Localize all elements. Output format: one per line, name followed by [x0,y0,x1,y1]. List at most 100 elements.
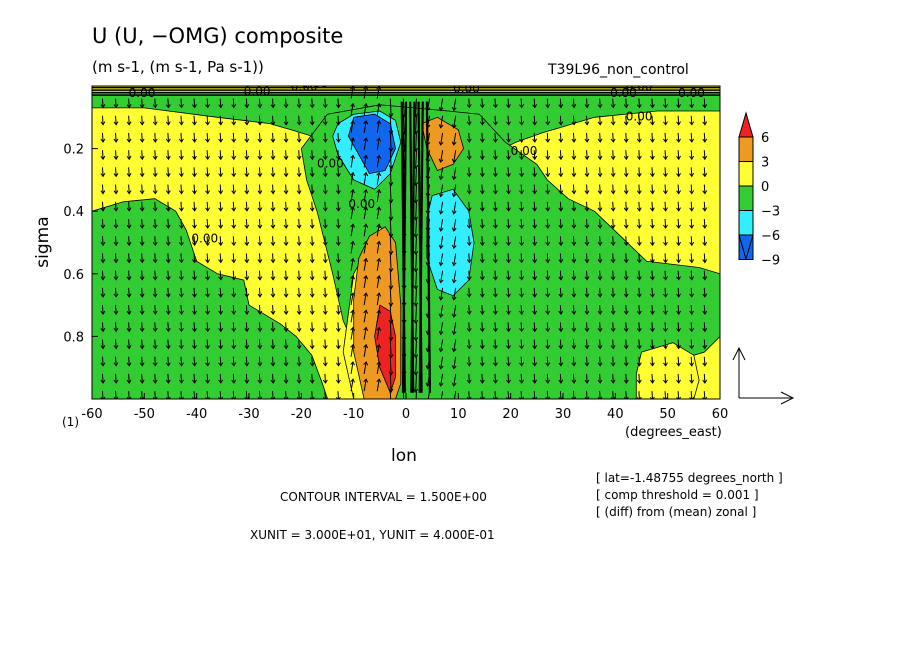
vector-80 [154,236,156,246]
vector-head-495 [451,244,457,250]
vector-295 [311,218,313,229]
vector-264 [285,305,287,315]
vector-712 [612,270,614,280]
vector-109 [180,115,183,125]
vector-745 [638,218,640,229]
vector-head-695 [597,276,603,281]
vector-493 [453,218,457,232]
vector-498 [453,305,457,318]
chart-subtitle: (m s-1, (m s-1, Pa s-1)) [92,58,264,76]
vector-49 [128,322,130,332]
vector-head-845 [702,379,708,384]
vector-563 [507,184,510,194]
vector-670 [586,167,588,177]
vector-818 [690,236,693,246]
colorbar-bottom-cap [738,234,754,261]
vector-509 [468,184,470,194]
vector-head-788 [663,327,668,333]
vector-534 [481,305,483,315]
vector-386 [376,224,380,237]
vector-149 [206,184,209,194]
vector-head-36 [113,396,119,399]
vector-751 [638,322,640,332]
vector-375 [363,344,367,357]
vector-head-164 [218,121,224,126]
vector-head-834 [702,190,708,195]
vector-head-17 [100,379,106,384]
vector-775 [664,115,667,125]
vector-head-817 [689,207,695,212]
vector-head-582 [519,190,524,195]
vector-head-681 [584,345,590,350]
vector-601 [533,218,536,229]
vector-head-796 [676,155,681,161]
vector-head-283 [296,310,302,315]
vector-581 [520,184,523,194]
vector-596 [533,132,536,142]
vector-67 [141,322,143,332]
vector-585 [520,253,523,263]
vector-249 [272,356,274,366]
vector-703 [612,115,614,125]
vector-head-400 [388,164,394,170]
vector-head-113 [178,173,184,178]
vector-head-641 [558,276,564,281]
vector-271 [298,115,300,125]
vector-414 [402,98,405,117]
colorbar-tick-2: 0 [761,180,769,195]
vector-head-668 [584,121,590,126]
vector-628 [546,373,549,383]
vector-74 [154,132,156,142]
vector-807 [677,356,680,366]
vector-355 [350,310,354,323]
vector-head-316 [322,259,328,264]
vector-head-670 [584,155,590,161]
vector-head-321 [322,345,328,350]
vector-764 [651,236,654,246]
vector-213 [245,356,248,366]
vector-head-802 [676,259,681,264]
vector-head-214 [244,362,250,367]
vector-head-182 [231,121,237,126]
vector-head-47 [126,276,132,281]
vector-head-313 [322,207,328,212]
vector-head-241 [270,207,276,212]
vector-head-25 [113,207,119,212]
vector-head-337 [335,310,341,315]
vector-head-159 [205,345,210,350]
vector-head-765 [649,241,655,247]
vector-head-97 [165,207,171,212]
vector-377 [363,379,367,392]
vector-218 [258,132,261,142]
x-axis-label: lon [391,446,417,466]
vector-152 [206,236,209,246]
vector-head-542 [492,121,498,126]
contour-label-1: 0.00 [244,84,271,98]
vector-600 [533,201,536,211]
vector-head-753 [636,345,642,350]
vector-head-578 [519,121,524,126]
vector-567 [507,253,510,263]
vector-150 [206,201,209,211]
vector-723 [625,150,627,160]
vector-332 [337,236,340,246]
vector-head-483 [438,348,444,353]
vector-706 [612,167,614,177]
vector-730 [625,270,627,280]
vector-head-391 [376,292,382,297]
vector-214 [245,373,248,383]
vector-147 [206,150,209,160]
vector-376 [363,361,367,375]
vector-255 [285,150,287,160]
vector-head-282 [296,293,302,298]
y-tick-label-0: 0.2 [63,143,84,158]
vector-head-671 [584,173,590,178]
vector-483 [440,356,444,369]
vector-328 [337,167,340,177]
vector-292 [311,167,313,177]
vector-head-669 [584,138,590,143]
vector-head-448 [413,371,419,376]
vector-head-600 [532,190,538,195]
vector-head-755 [636,379,642,384]
vector-head-306 [309,396,315,399]
